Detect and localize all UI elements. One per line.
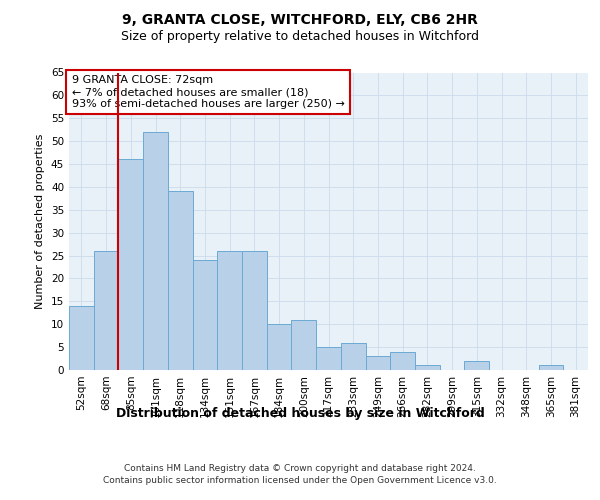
Text: 9, GRANTA CLOSE, WITCHFORD, ELY, CB6 2HR: 9, GRANTA CLOSE, WITCHFORD, ELY, CB6 2HR	[122, 12, 478, 26]
Bar	[193, 260, 217, 370]
Bar	[267, 324, 292, 370]
Bar	[464, 361, 489, 370]
Bar	[390, 352, 415, 370]
Bar	[341, 342, 365, 370]
Bar	[365, 356, 390, 370]
Text: 9 GRANTA CLOSE: 72sqm
← 7% of detached houses are smaller (18)
93% of semi-detac: 9 GRANTA CLOSE: 72sqm ← 7% of detached h…	[71, 76, 344, 108]
Y-axis label: Number of detached properties: Number of detached properties	[35, 134, 46, 309]
Bar	[168, 192, 193, 370]
Bar	[118, 160, 143, 370]
Text: Contains public sector information licensed under the Open Government Licence v3: Contains public sector information licen…	[103, 476, 497, 485]
Bar	[217, 251, 242, 370]
Bar	[143, 132, 168, 370]
Bar	[316, 347, 341, 370]
Bar	[94, 251, 118, 370]
Bar	[539, 366, 563, 370]
Bar	[415, 366, 440, 370]
Text: Size of property relative to detached houses in Witchford: Size of property relative to detached ho…	[121, 30, 479, 43]
Text: Distribution of detached houses by size in Witchford: Distribution of detached houses by size …	[116, 408, 484, 420]
Bar	[292, 320, 316, 370]
Text: Contains HM Land Registry data © Crown copyright and database right 2024.: Contains HM Land Registry data © Crown c…	[124, 464, 476, 473]
Bar	[69, 306, 94, 370]
Bar	[242, 251, 267, 370]
